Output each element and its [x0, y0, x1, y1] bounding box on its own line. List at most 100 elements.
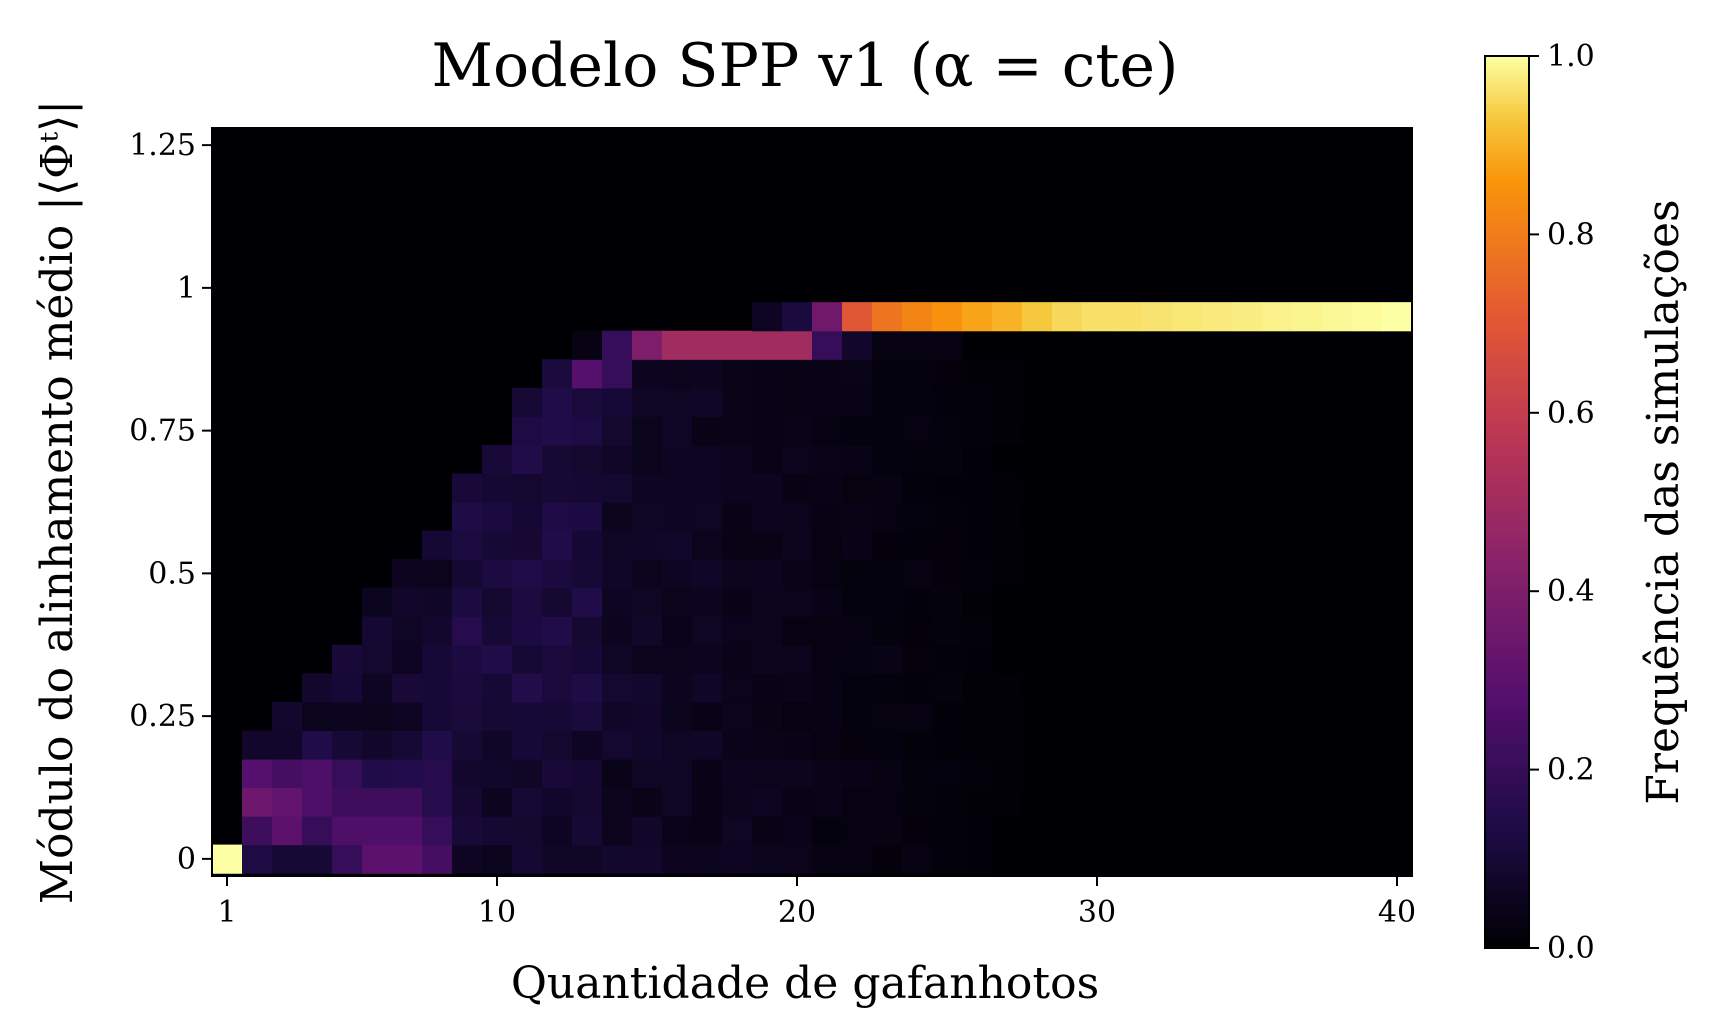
- heatmap-cell: [692, 444, 723, 475]
- heatmap-cell: [812, 844, 843, 874]
- heatmap-cell: [782, 758, 813, 789]
- heatmap-cell: [632, 587, 663, 617]
- heatmap-cell: [992, 559, 1023, 589]
- x-tick-label: 20: [778, 895, 816, 930]
- heatmap-cell: [572, 359, 603, 389]
- colorbar: 0.0 0.2 0.4 0.6 0.8 1.0 Frequência das simula…: [1484, 39, 1689, 966]
- colorbar-tick-label: 0.2: [1547, 753, 1595, 788]
- heatmap-cell: [782, 787, 813, 817]
- heatmap-cell: [602, 559, 633, 589]
- heatmap-cell: [752, 587, 783, 617]
- heatmap-cell: [302, 787, 333, 817]
- heatmap-cell: [722, 359, 753, 389]
- heatmap-cell: [242, 844, 273, 874]
- heatmap-cell: [602, 587, 633, 617]
- heatmap-cell: [872, 644, 903, 674]
- heatmap-cell: [452, 559, 483, 589]
- heatmap-cell: [662, 559, 693, 589]
- heatmap-cell: [962, 673, 993, 703]
- heatmap-cell: [422, 644, 453, 674]
- heatmap-cell: [932, 587, 963, 617]
- heatmap-cell: [1262, 302, 1293, 332]
- heatmap-cell: [482, 559, 513, 589]
- heatmap-cell: [542, 502, 573, 532]
- heatmap-cell: [932, 359, 963, 389]
- heatmap-cell: [632, 416, 663, 446]
- heatmap-cell: [812, 644, 843, 674]
- heatmap-cell: [692, 502, 723, 532]
- heatmap-cell: [752, 673, 783, 703]
- heatmap-cell: [872, 616, 903, 646]
- heatmap-cell: [302, 701, 333, 731]
- heatmap-cell: [602, 387, 633, 417]
- heatmap-cell: [812, 730, 843, 760]
- heatmap-cell: [932, 816, 963, 846]
- heatmap-cell: [422, 673, 453, 703]
- plot-frame: [211, 127, 1413, 877]
- heatmap-cell: [662, 530, 693, 560]
- heatmap-cell: [752, 701, 783, 731]
- heatmap-cell: [572, 787, 603, 817]
- heatmap-cell: [812, 758, 843, 789]
- heatmap-cell: [842, 587, 873, 617]
- heatmap-cell: [752, 444, 783, 475]
- heatmap-cell: [842, 644, 873, 674]
- heatmap-cell: [692, 816, 723, 846]
- heatmap-cell: [722, 787, 753, 817]
- heatmap-cell: [602, 444, 633, 475]
- heatmap-cell: [782, 302, 813, 332]
- heatmap-cell: [302, 844, 333, 874]
- heatmap-cell: [392, 673, 423, 703]
- x-tick-label: 40: [1378, 895, 1416, 930]
- heatmap-cell: [512, 816, 543, 846]
- heatmap-cell: [632, 530, 663, 560]
- heatmap-cell: [872, 330, 903, 360]
- heatmap-cell: [452, 644, 483, 674]
- heatmap-cell: [632, 758, 663, 789]
- heatmap-cell: [812, 473, 843, 503]
- colorbar-tick-label: 0.4: [1547, 574, 1595, 609]
- heatmap-cell: [572, 644, 603, 674]
- heatmap-cell: [302, 673, 333, 703]
- heatmap-cell: [1232, 302, 1263, 332]
- heatmap-cell: [632, 730, 663, 760]
- heatmap-cell: [842, 701, 873, 731]
- heatmap-cell: [722, 473, 753, 503]
- heatmap-cell: [662, 444, 693, 475]
- heatmap-cell: [332, 816, 363, 846]
- heatmap-cell: [932, 559, 963, 589]
- heatmap-cell: [782, 701, 813, 731]
- heatmap-cell: [332, 758, 363, 789]
- heatmap-cell: [362, 816, 393, 846]
- heatmap-cell: [602, 758, 633, 789]
- heatmap-cell: [812, 302, 843, 332]
- heatmap-cell: [632, 787, 663, 817]
- y-tick-label: 0.75: [129, 414, 196, 449]
- heatmap-cell: [542, 416, 573, 446]
- heatmap-cell: [572, 416, 603, 446]
- heatmap-cell: [992, 530, 1023, 560]
- heatmap-cell: [512, 730, 543, 760]
- y-axis-label: Módulo do alinhamento médio |⟨Φᵗ⟩|: [32, 100, 83, 904]
- heatmap-cell: [422, 701, 453, 731]
- heatmap-cell: [722, 730, 753, 760]
- heatmap-cell: [932, 530, 963, 560]
- heatmap-cell: [932, 758, 963, 789]
- heatmap-cell: [842, 816, 873, 846]
- heatmap-cell: [872, 387, 903, 417]
- heatmap-cell: [512, 416, 543, 446]
- heatmap-cell: [842, 502, 873, 532]
- heatmap-cell: [752, 473, 783, 503]
- plot-area: [211, 127, 1413, 877]
- heatmap-cell: [332, 844, 363, 874]
- heatmap-cell: [932, 416, 963, 446]
- heatmap-cell: [782, 644, 813, 674]
- heatmap-cell: [482, 844, 513, 874]
- colorbar-tick-label: 0.0: [1547, 931, 1595, 966]
- heatmap-cell: [1142, 302, 1173, 332]
- heatmap-cell: [662, 816, 693, 846]
- heatmap-cell: [662, 844, 693, 874]
- heatmap-cell: [212, 844, 243, 874]
- heatmap-cell: [962, 359, 993, 389]
- y-tick-label: 0: [177, 842, 196, 877]
